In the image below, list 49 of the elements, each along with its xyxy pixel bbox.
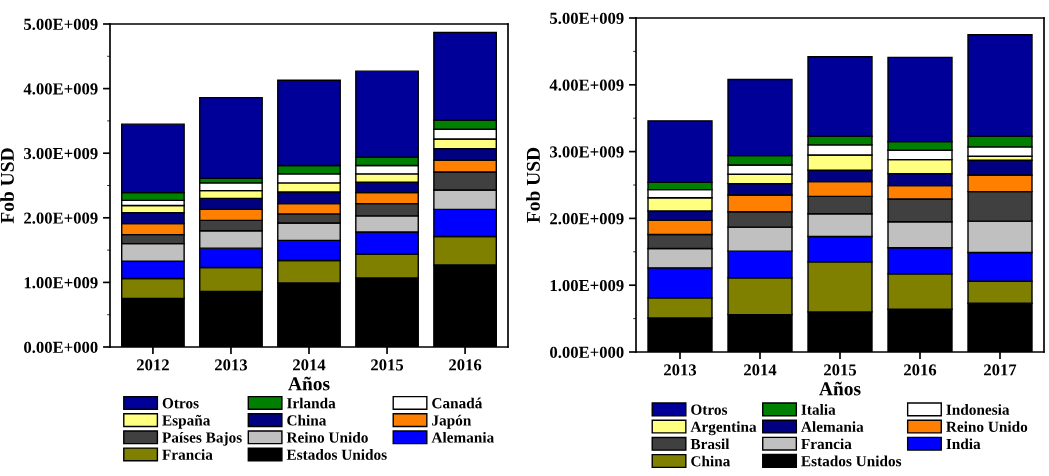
legend-label: Países Bajos xyxy=(162,431,242,446)
y-tick-label: 0.00E+000 xyxy=(24,341,98,354)
legend-label: Reino Unido xyxy=(286,431,368,443)
legend-label: Estados Unidos xyxy=(286,449,387,460)
x-tick-label: 2016 xyxy=(904,364,937,376)
x-tick-label: 2015 xyxy=(824,364,857,376)
legend-label: India xyxy=(946,438,981,450)
y-tick-label: 1.00E+009 xyxy=(24,277,98,289)
y-tick-label: 3.00E+009 xyxy=(24,147,98,160)
legend-label: China xyxy=(287,414,327,426)
legend-label: Irlanda xyxy=(287,397,336,409)
y-tick-label: 1.00E+009 xyxy=(550,279,624,292)
legend-label: China xyxy=(691,455,731,467)
x-tick-label: 2013 xyxy=(214,359,248,371)
x-tick-label: 2017 xyxy=(984,364,1017,376)
y-tick-label: 5.00E+009 xyxy=(24,18,98,31)
legend-label: Brasil xyxy=(690,438,730,450)
legend-label: España xyxy=(162,414,211,429)
x-tick-label: 2016 xyxy=(449,359,482,371)
y-tick-label: 3.00E+009 xyxy=(550,146,624,158)
legend-label: Alemania xyxy=(801,421,864,432)
y-tick-label: 2.00E+009 xyxy=(550,213,624,225)
legend-label: Francia xyxy=(162,449,213,460)
x-axis-title: Años xyxy=(288,376,330,391)
x-tick-label: 2012 xyxy=(136,359,169,371)
y-tick-label: 2.00E+009 xyxy=(24,212,98,224)
legend-label: Italia xyxy=(801,404,836,415)
x-tick-label: 2015 xyxy=(371,359,404,371)
y-tick-label: 4.00E+009 xyxy=(23,83,98,95)
x-axis-title: Años xyxy=(819,381,861,396)
y-tick-label: 5.00E+009 xyxy=(550,12,624,25)
x-tick-label: 2014 xyxy=(744,364,777,376)
legend-label: Argentina xyxy=(690,421,757,436)
bar xyxy=(199,96,263,180)
legend-label: Indonesia xyxy=(946,404,1010,415)
legend-label: Reino Unido xyxy=(946,421,1028,432)
legend-label: Otros xyxy=(691,404,728,415)
legend-label: Alemania xyxy=(431,431,494,443)
legend-label: Francia xyxy=(801,438,852,450)
x-tick-label: 2013 xyxy=(664,364,697,376)
y-tick-label: 0.00E+000 xyxy=(550,346,624,359)
legend-label: Japón xyxy=(432,414,472,429)
y-axis-title: Fob USD xyxy=(0,148,14,224)
y-tick-label: 4.00E+009 xyxy=(549,79,624,91)
y-axis-title: Fob USD xyxy=(526,147,540,223)
legend-label: Canadá xyxy=(432,397,483,409)
legend-label: Estados Unidos xyxy=(801,455,902,467)
x-tick-label: 2014 xyxy=(293,359,326,371)
legend-label: Otros xyxy=(162,398,199,409)
